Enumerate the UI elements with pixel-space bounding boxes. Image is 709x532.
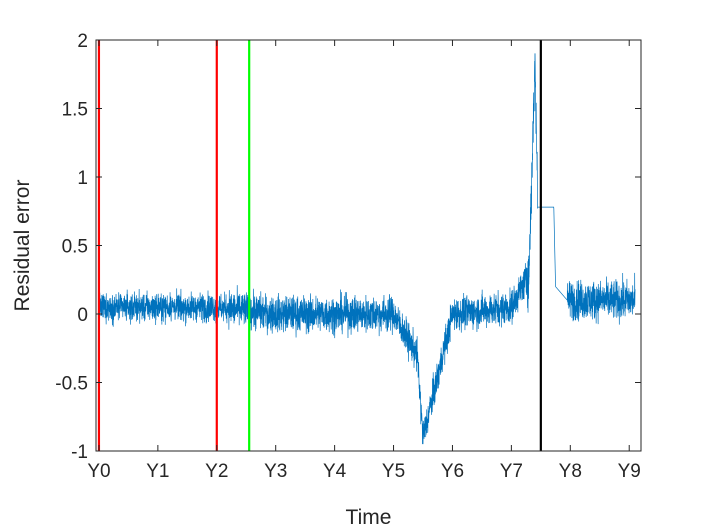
x-axis-ticks: Y0 Y1 Y2 Y3 Y4 Y5 Y6 Y7 Y8 Y9 bbox=[87, 40, 641, 482]
x-tick-label: Y9 bbox=[618, 461, 641, 482]
x-tick-label: Y2 bbox=[205, 461, 228, 482]
y-tick-label: 1 bbox=[77, 168, 88, 189]
residual-line bbox=[98, 53, 636, 445]
x-tick-label: Y4 bbox=[323, 461, 347, 482]
x-tick-label: Y6 bbox=[441, 461, 464, 482]
y-axis-ticks: -1 -0.5 0 0.5 1 1.5 2 bbox=[55, 31, 641, 463]
x-tick-label: Y5 bbox=[382, 461, 405, 482]
x-axis-label: Time bbox=[346, 506, 392, 529]
x-tick-label: Y1 bbox=[146, 461, 169, 482]
x-tick-label: Y8 bbox=[559, 461, 582, 482]
residual-series bbox=[98, 53, 636, 445]
plot-frame bbox=[95, 39, 642, 452]
y-tick-label: 0 bbox=[77, 305, 88, 326]
x-tick-label: Y0 bbox=[87, 461, 110, 482]
y-axis-label: Residual error bbox=[11, 180, 34, 312]
y-tick-label: 0.5 bbox=[62, 237, 88, 258]
x-tick-label: Y3 bbox=[264, 461, 287, 482]
y-tick-label: -0.5 bbox=[55, 374, 88, 395]
y-tick-label: 2 bbox=[77, 31, 88, 52]
y-tick-label: 1.5 bbox=[62, 100, 88, 121]
event-lines bbox=[97, 40, 542, 451]
x-tick-label: Y7 bbox=[500, 461, 523, 482]
y-tick-label: -1 bbox=[71, 442, 88, 463]
